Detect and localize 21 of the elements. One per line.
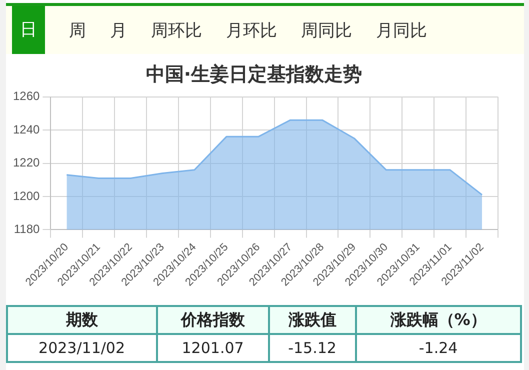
text: 月同比 — [376, 20, 427, 42]
text: 期数 — [7, 306, 157, 334]
text: 月 — [110, 20, 127, 42]
chart-title: 中国·生姜日定基指数走势 — [146, 63, 362, 86]
text: 2023/11/02 — [7, 334, 157, 362]
text: 周 — [69, 20, 86, 42]
y-tick-label: 1220 — [12, 156, 40, 170]
y-tick-label: 1240 — [12, 122, 40, 136]
text: -1.24 — [356, 334, 521, 362]
text: 涨跌幅（%） — [356, 306, 521, 334]
y-tick-label: 1180 — [14, 222, 40, 236]
text: 周环比 — [151, 20, 202, 42]
text: 价格指数 — [156, 306, 269, 334]
text: 涨跌值 — [269, 306, 356, 334]
text: -15.12 — [269, 334, 356, 362]
text: 月环比 — [226, 20, 277, 42]
y-tick-label: 1260 — [12, 89, 40, 104]
text: 1201.07 — [156, 334, 269, 362]
text: 周同比 — [301, 20, 352, 42]
y-tick-label: 1200 — [12, 188, 40, 203]
text: 日 — [12, 6, 45, 54]
